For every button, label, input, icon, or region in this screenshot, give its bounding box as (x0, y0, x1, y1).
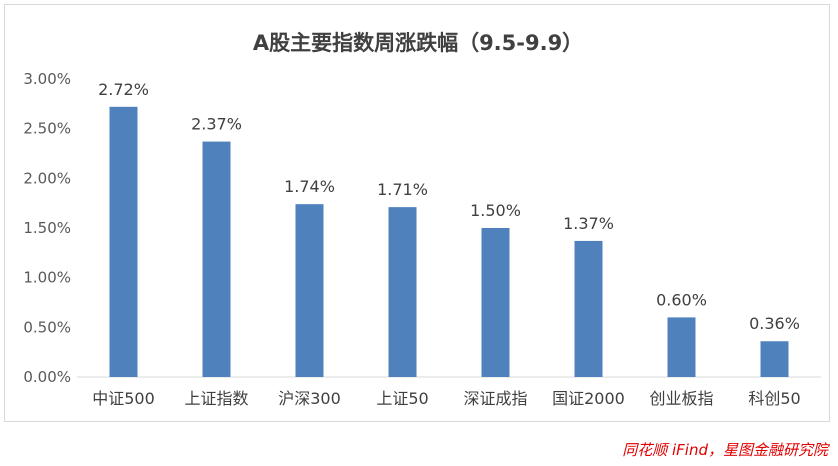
y-tick-label: 1.00% (23, 269, 71, 287)
data-label: 1.74% (284, 177, 335, 196)
data-label: 0.60% (656, 290, 707, 309)
y-tick-label: 0.50% (23, 318, 71, 336)
bar-chart: 0.00% 0.50% 1.00% 1.50% 2.00% 2.50% 3.00% 2.72%… (23, 70, 821, 408)
data-label: 1.37% (563, 214, 614, 233)
data-label: 2.37% (191, 115, 242, 134)
bar (202, 141, 231, 377)
x-tick-label: 上证指数 (184, 389, 248, 408)
bar (295, 204, 324, 377)
chart-frame: A股主要指数周涨跌幅（9.5-9.9） 0.00% 0.50% 1.00% 1.50%… (4, 4, 830, 422)
bar (760, 341, 789, 377)
x-tick-label: 沪深300 (278, 389, 341, 408)
x-tick-label: 创业板指 (649, 389, 713, 408)
data-label: 1.71% (377, 180, 428, 199)
data-label: 0.36% (749, 314, 800, 333)
source-note: 同花顺 iFind，星图金融研究院 (622, 441, 828, 459)
x-tick-label: 上证50 (376, 389, 428, 408)
y-tick-label: 2.50% (23, 120, 71, 138)
y-tick-label: 3.00% (23, 70, 71, 88)
chart-title: A股主要指数周涨跌幅（9.5-9.9） (252, 31, 584, 55)
x-tick-label: 国证2000 (552, 389, 625, 408)
data-label: 2.72% (98, 80, 149, 99)
data-label: 1.50% (470, 201, 521, 220)
x-tick-label: 中证500 (92, 389, 155, 408)
bar (574, 240, 603, 377)
bar (388, 207, 417, 377)
y-tick-label: 2.00% (23, 169, 71, 187)
y-tick-label: 0.00% (23, 368, 71, 386)
y-tick-label: 1.50% (23, 219, 71, 237)
bar (109, 106, 138, 378)
x-tick-label: 科创50 (748, 389, 800, 408)
bar (481, 228, 510, 377)
bar (667, 317, 696, 377)
x-tick-label: 深证成指 (463, 389, 527, 408)
